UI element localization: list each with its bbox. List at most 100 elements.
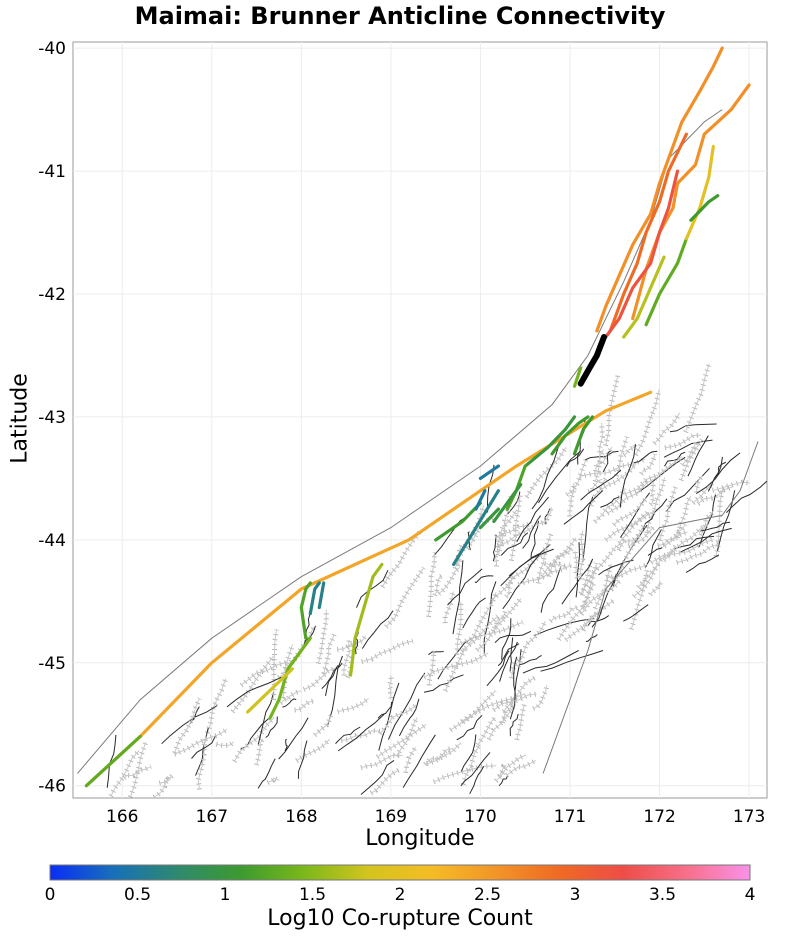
background-fault-edge <box>434 575 443 596</box>
x-tick-label: 166 <box>106 807 138 827</box>
co-rupture-trace <box>478 507 500 530</box>
background-fault <box>462 597 486 629</box>
background-fault-edge <box>510 495 521 561</box>
background-fault-edge <box>444 648 466 692</box>
background-fault-edge <box>468 592 497 645</box>
background-fault <box>433 515 469 556</box>
background-fault-edge <box>657 531 688 547</box>
background-fault <box>501 618 512 660</box>
background-fault-edge <box>637 545 676 588</box>
background-fault <box>297 740 308 779</box>
background-fault-edge <box>360 754 403 769</box>
y-tick-label: -44 <box>38 531 66 551</box>
background-fault <box>428 650 444 656</box>
co-rupture-trace <box>478 464 500 480</box>
background-fault-edge <box>206 678 227 734</box>
grid-lines <box>73 42 767 798</box>
background-fault <box>585 634 598 642</box>
colorbar-tick-label: 1.5 <box>299 885 326 905</box>
background-fault <box>335 726 361 744</box>
x-tick-label: 168 <box>285 807 317 827</box>
background-fault-edge <box>174 729 228 755</box>
background-fault-edge <box>232 655 274 713</box>
background-fault <box>226 676 282 708</box>
background-fault <box>591 573 617 628</box>
background-fault <box>623 604 649 622</box>
background-fault <box>644 528 662 569</box>
background-fault-edge <box>602 446 613 464</box>
colorbar-label: Log10 Co-rupture Count <box>267 906 533 931</box>
background-fault <box>674 535 715 550</box>
background-fault-edge <box>379 704 417 734</box>
background-fault-edge <box>650 538 713 564</box>
plot-area <box>72 41 768 799</box>
background-fault-edge <box>505 575 513 598</box>
background-fault-edge <box>616 436 628 477</box>
co-rupture-trace <box>523 415 577 468</box>
background-fault-edge <box>197 735 207 790</box>
background-fault-edge <box>159 775 173 784</box>
background-fault-edge <box>493 611 506 629</box>
background-fault-edge <box>433 765 497 783</box>
background-fault-edge <box>600 463 637 491</box>
background-fault-edge <box>495 754 526 782</box>
background-fault-edge <box>580 580 621 615</box>
background-fault-edge <box>676 543 719 563</box>
background-fault-edge <box>517 621 546 667</box>
background-fault-edge <box>628 526 655 547</box>
background-fault <box>696 452 741 495</box>
background-fault <box>516 496 549 542</box>
background-fault <box>378 682 400 751</box>
background-fault <box>540 650 604 672</box>
x-tick-label: 170 <box>464 807 496 827</box>
co-rupture-trace <box>492 482 523 523</box>
co-rupture-trace <box>550 415 590 456</box>
background-fault-edge <box>444 591 454 624</box>
co-rupture-trace <box>572 366 583 388</box>
co-rupture-trace <box>317 581 326 610</box>
background-fault-edge <box>544 563 566 567</box>
background-fault-edge <box>613 497 647 526</box>
background-fault <box>726 480 767 514</box>
background-fault-edge <box>497 509 518 539</box>
co-rupture-trace <box>84 734 142 788</box>
background-fault-edge <box>541 547 573 577</box>
co-rupture-trace <box>595 46 724 333</box>
background-fault-edge <box>405 747 416 773</box>
background-fault <box>402 734 436 788</box>
background-fault-edge <box>501 696 515 723</box>
background-fault <box>598 559 634 576</box>
background-fault <box>327 655 343 725</box>
co-rupture-trace <box>452 489 500 566</box>
background-fault-edge <box>506 759 537 776</box>
y-tick-label: -43 <box>38 408 66 428</box>
background-fault-edge <box>314 715 332 736</box>
background-fault <box>460 734 477 772</box>
background-fault-edge <box>635 389 660 456</box>
background-fault <box>460 752 491 787</box>
background-fault-edge <box>659 486 676 541</box>
background-fault <box>161 705 218 745</box>
background-fault-edge <box>579 458 646 477</box>
x-tick-label: 167 <box>196 807 228 827</box>
co-rupture-trace <box>608 132 688 333</box>
co-rupture-trace <box>604 169 680 339</box>
background-fault <box>500 548 554 587</box>
background-fault <box>437 637 472 680</box>
background-fault <box>257 758 276 789</box>
background-fault <box>714 461 726 479</box>
x-tick-label: 171 <box>554 807 586 827</box>
colorbar-tick-label: 0.5 <box>124 885 151 905</box>
background-fault-edge <box>640 453 656 475</box>
background-fault <box>600 496 620 508</box>
background-fault <box>486 650 510 687</box>
background-fault <box>700 521 731 532</box>
background-fault-edge <box>664 434 701 449</box>
background-fault <box>282 698 297 708</box>
background-fault <box>265 716 278 738</box>
colorbar-tick-label: 2.5 <box>474 885 501 905</box>
background-fault-edge <box>550 606 578 622</box>
background-fault-edge <box>343 640 351 676</box>
background-fault-edge <box>653 412 681 444</box>
